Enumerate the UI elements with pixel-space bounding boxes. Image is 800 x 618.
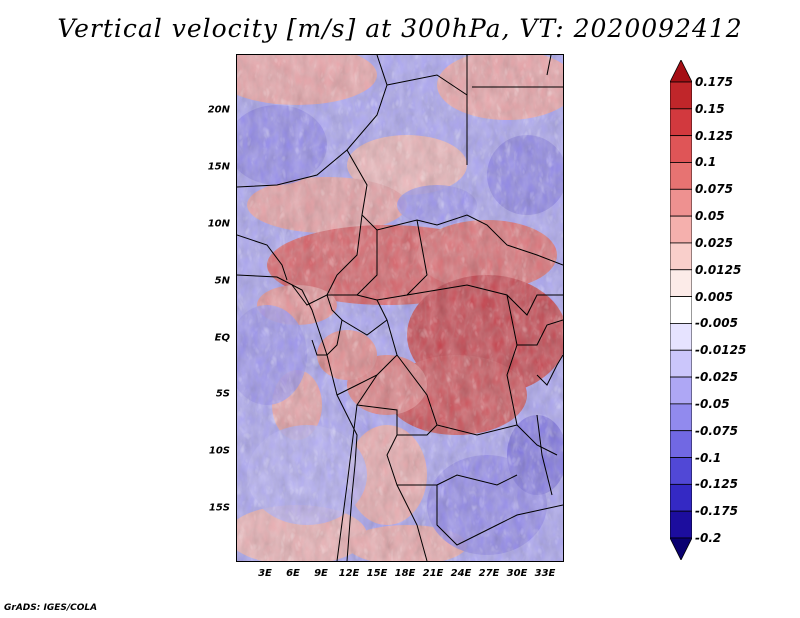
colorbar-label: -0.2 — [695, 531, 722, 545]
colorbar-label: -0.05 — [695, 396, 730, 411]
colorbar-segment — [670, 269, 692, 297]
lat-label-5s: 5S — [215, 388, 230, 400]
lon-label-30e: 30E — [506, 568, 528, 579]
colorbar-label: -0.175 — [695, 504, 738, 519]
colorbar-label: 0.005 — [695, 289, 733, 304]
colorbar-segment — [670, 188, 692, 217]
lon-label-3e: 3E — [258, 568, 272, 579]
colorbar-label: 0.075 — [695, 182, 733, 197]
velocity-map — [236, 54, 564, 562]
colorbar-label: 0.025 — [695, 235, 733, 250]
colorbar-label: 0.0125 — [695, 262, 742, 277]
lat-label-5n: 5N — [214, 275, 230, 287]
colorbar-segment — [670, 430, 692, 458]
colorbar-segment — [670, 510, 692, 539]
colorbar-segment — [670, 403, 692, 432]
colorbar-segment — [670, 162, 692, 190]
colorbar-segment — [670, 108, 692, 137]
lon-label-15e: 15E — [366, 568, 388, 579]
lat-label-10n: 10N — [207, 218, 230, 230]
colorbar-segment — [670, 349, 692, 378]
colorbar-segment — [670, 376, 692, 405]
colorbar-label: 0.15 — [695, 101, 725, 116]
lon-label-12e: 12E — [338, 568, 360, 579]
lon-label-33e: 33E — [534, 568, 556, 579]
field-highlights — [237, 55, 563, 561]
colorbar-label: -0.125 — [695, 477, 738, 492]
colorbar-segment — [670, 457, 692, 485]
colorbar-bottom-arrow — [670, 537, 692, 560]
colorbar-segment — [670, 215, 692, 244]
colorbar-label: -0.075 — [695, 423, 738, 438]
lon-label-27e: 27E — [478, 568, 500, 579]
lat-label-15s: 15S — [208, 502, 230, 514]
colorbar-segment — [670, 323, 692, 351]
colorbar-segment — [670, 81, 692, 110]
lat-label-20n: 20N — [207, 104, 230, 116]
colorbar-label: 0.05 — [695, 209, 725, 224]
colorbar-top-arrow — [670, 60, 692, 83]
country-borders — [237, 55, 563, 561]
grads-credit: GrADS: IGES/COLA — [4, 603, 98, 613]
colorbar-label: 0.1 — [695, 155, 717, 170]
lon-label-18e: 18E — [394, 568, 416, 579]
colorbar-segment — [670, 296, 692, 324]
lon-label-21e: 21E — [422, 568, 444, 579]
lon-label-24e: 24E — [450, 568, 472, 579]
colorbar-label: -0.1 — [695, 450, 722, 465]
lat-label-15n: 15N — [207, 161, 230, 173]
lat-label-eq: EQ — [214, 332, 230, 344]
colorbar-segment — [670, 242, 692, 271]
colorbar-label: -0.025 — [695, 370, 738, 385]
lon-label-9e: 9E — [314, 568, 328, 579]
colorbar-label: 0.175 — [695, 75, 733, 89]
colorbar-label: -0.0125 — [695, 343, 747, 358]
colorbar-label: -0.005 — [695, 316, 738, 331]
colorbar-label: 0.125 — [695, 128, 733, 143]
colorbar — [670, 60, 692, 560]
lon-label-6e: 6E — [286, 568, 300, 579]
lat-label-10s: 10S — [208, 445, 230, 457]
chart-title: Vertical velocity [m/s] at 300hPa, VT: 2… — [57, 14, 743, 43]
colorbar-segment — [670, 483, 692, 512]
colorbar-segment — [670, 135, 692, 163]
